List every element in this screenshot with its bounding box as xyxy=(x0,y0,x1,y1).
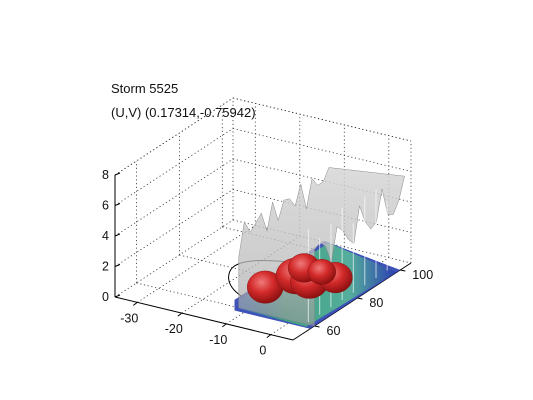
chart-subtitle: (U,V) (0.17314,-0.75942) xyxy=(111,105,256,120)
floor-grid-x xyxy=(137,225,256,303)
z-tick-mark xyxy=(114,264,121,267)
x-tick-mark xyxy=(177,312,183,317)
chart-title: Storm 5525 xyxy=(111,81,179,96)
y-tick-mark xyxy=(314,325,320,328)
y-tick-label: 80 xyxy=(369,296,383,310)
z-tick-mark xyxy=(114,233,121,237)
surface-layers xyxy=(228,167,405,329)
axes xyxy=(114,172,412,341)
z-tick-label: 4 xyxy=(102,229,109,243)
floor-grid-x xyxy=(181,235,301,314)
top-left-edge xyxy=(114,97,234,176)
x-tick-mark xyxy=(266,334,272,339)
top-back-edge xyxy=(232,97,412,142)
x-tick-label: -30 xyxy=(120,311,138,325)
left-wall-grid-z xyxy=(114,219,234,298)
x-tick-mark xyxy=(133,301,138,306)
x-tick-label: 0 xyxy=(259,344,266,358)
y-tick-mark xyxy=(400,269,406,272)
back-wall-grid-z xyxy=(232,158,412,203)
tick-labels: 0 2 4 6 8 -30 -20 -10 0 60 80 100 xyxy=(102,168,433,358)
left-wall-grid-z xyxy=(114,158,234,237)
y-tick-label: 60 xyxy=(327,324,341,338)
red-core-blob xyxy=(307,259,336,285)
z-tick-mark xyxy=(114,294,121,298)
z-tick-mark xyxy=(114,172,121,176)
x-tick-mark xyxy=(222,323,227,328)
x-axis-line xyxy=(114,296,294,341)
z-tick-label: 8 xyxy=(102,168,109,182)
z-tick-mark xyxy=(114,203,121,206)
back-wall-grid-z xyxy=(232,128,412,172)
z-tick-label: 0 xyxy=(102,290,109,304)
z-tick-label: 2 xyxy=(102,260,109,274)
left-wall-grid-z xyxy=(114,128,234,206)
left-wall-grid-z xyxy=(114,97,234,176)
left-wall-grid-z xyxy=(114,189,234,267)
x-tick-label: -20 xyxy=(165,322,183,336)
x-tick-label: -10 xyxy=(209,333,227,347)
y-tick-label: 100 xyxy=(412,268,433,282)
y-tick-mark xyxy=(357,297,363,300)
z-tick-label: 6 xyxy=(102,199,109,213)
